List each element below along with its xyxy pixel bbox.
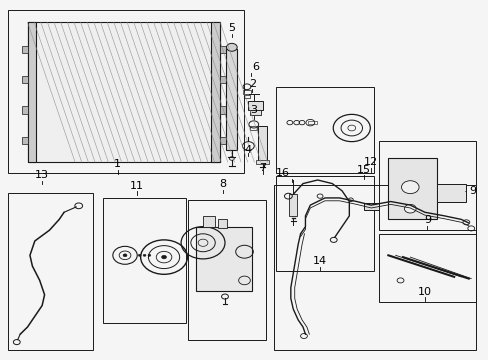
Bar bbox=[220, 76, 225, 83]
Bar bbox=[21, 76, 27, 83]
Bar bbox=[220, 45, 225, 53]
Bar bbox=[250, 110, 261, 116]
Text: 4: 4 bbox=[244, 145, 251, 155]
Bar bbox=[363, 203, 378, 211]
Bar bbox=[188, 200, 266, 339]
Circle shape bbox=[123, 254, 127, 257]
Circle shape bbox=[143, 254, 146, 256]
Bar bbox=[21, 45, 27, 53]
Bar bbox=[244, 95, 249, 98]
Text: 13: 13 bbox=[35, 170, 49, 180]
Bar bbox=[289, 194, 297, 216]
Bar bbox=[21, 107, 27, 114]
Bar bbox=[226, 49, 237, 149]
Text: 3: 3 bbox=[250, 105, 257, 116]
Circle shape bbox=[161, 255, 166, 259]
Bar bbox=[255, 160, 269, 164]
Text: 1: 1 bbox=[114, 159, 121, 169]
Bar bbox=[8, 193, 93, 350]
Bar bbox=[220, 107, 225, 114]
Bar bbox=[378, 234, 475, 302]
Circle shape bbox=[138, 254, 141, 256]
Bar bbox=[217, 220, 227, 228]
Text: 16: 16 bbox=[275, 168, 289, 178]
Circle shape bbox=[401, 181, 418, 194]
Bar bbox=[195, 226, 251, 291]
Text: 5: 5 bbox=[228, 23, 235, 33]
Circle shape bbox=[226, 43, 237, 51]
Text: 8: 8 bbox=[219, 179, 225, 189]
Bar bbox=[276, 87, 373, 173]
Bar bbox=[21, 137, 27, 144]
Text: 15: 15 bbox=[356, 165, 370, 175]
Bar bbox=[211, 22, 220, 162]
Bar bbox=[8, 10, 244, 173]
Text: 6: 6 bbox=[251, 62, 258, 72]
Bar bbox=[248, 101, 263, 110]
Circle shape bbox=[148, 254, 151, 256]
Bar bbox=[27, 22, 36, 162]
Bar bbox=[250, 126, 257, 130]
Bar bbox=[103, 198, 185, 323]
Text: 9: 9 bbox=[468, 186, 475, 197]
Text: 9: 9 bbox=[423, 215, 430, 225]
Bar bbox=[307, 121, 316, 125]
Circle shape bbox=[404, 204, 415, 213]
Bar bbox=[220, 137, 225, 144]
Bar bbox=[436, 184, 466, 202]
Bar bbox=[276, 176, 373, 271]
Text: 11: 11 bbox=[130, 181, 144, 191]
Text: 12: 12 bbox=[364, 157, 378, 167]
Text: 7: 7 bbox=[259, 163, 265, 173]
Bar bbox=[27, 22, 220, 162]
Bar bbox=[203, 216, 215, 226]
Bar bbox=[378, 140, 475, 230]
Bar bbox=[243, 90, 250, 94]
Text: 2: 2 bbox=[248, 78, 255, 89]
Text: 14: 14 bbox=[312, 256, 326, 266]
Text: 10: 10 bbox=[417, 287, 431, 297]
Bar bbox=[387, 158, 436, 220]
Bar bbox=[258, 126, 266, 162]
Bar bbox=[273, 185, 475, 350]
